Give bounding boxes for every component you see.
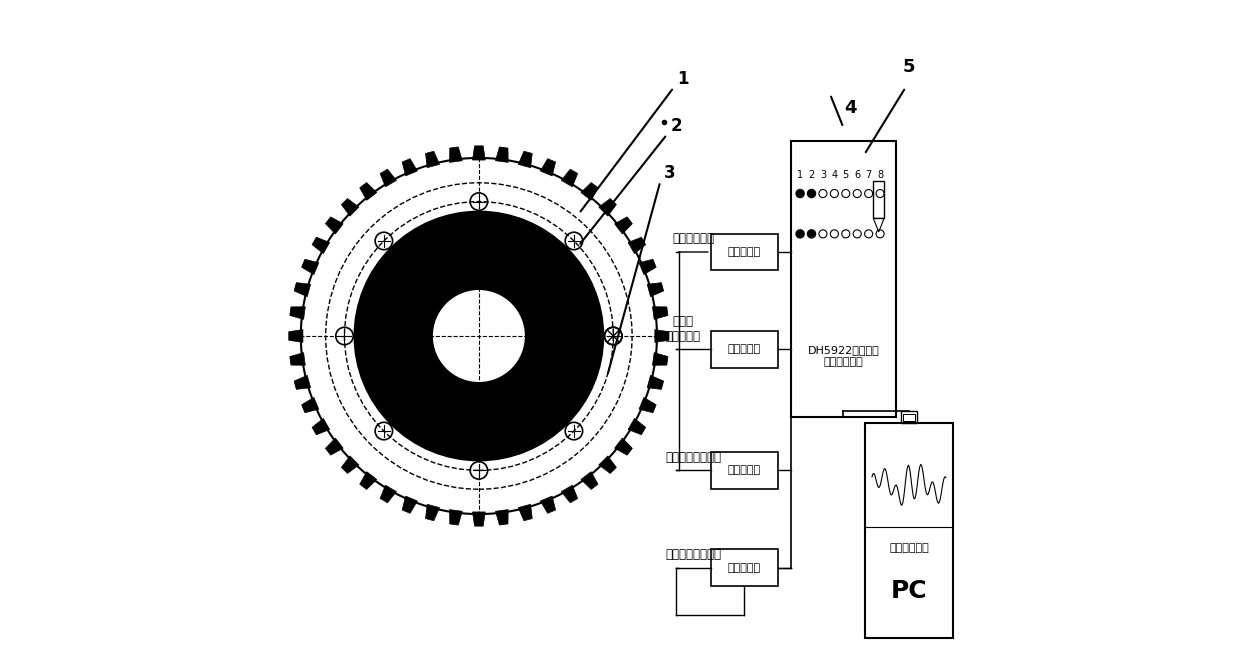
Text: 5: 5	[843, 170, 849, 179]
Bar	[711, 233, 777, 270]
Polygon shape	[599, 456, 616, 474]
Polygon shape	[652, 306, 668, 319]
Circle shape	[807, 190, 816, 198]
Polygon shape	[450, 509, 463, 525]
Polygon shape	[562, 169, 578, 187]
Polygon shape	[562, 485, 578, 503]
Text: DH5922动态信号
测试分析系统: DH5922动态信号 测试分析系统	[807, 345, 879, 367]
Polygon shape	[294, 376, 310, 389]
Polygon shape	[639, 259, 656, 275]
Polygon shape	[381, 485, 397, 503]
Bar	[711, 550, 777, 586]
Polygon shape	[301, 259, 319, 275]
Polygon shape	[290, 306, 305, 319]
Text: 电荷适调器: 电荷适调器	[728, 466, 761, 475]
Polygon shape	[655, 330, 670, 342]
Polygon shape	[360, 472, 377, 489]
Polygon shape	[290, 353, 305, 366]
Polygon shape	[615, 438, 632, 455]
Polygon shape	[580, 183, 598, 200]
Polygon shape	[450, 147, 463, 163]
Text: 3: 3	[820, 170, 826, 179]
Polygon shape	[629, 419, 646, 435]
Text: 电荷适调器: 电荷适调器	[728, 563, 761, 573]
Text: 7: 7	[866, 170, 872, 179]
Text: 分析显示存储: 分析显示存储	[889, 543, 929, 553]
Circle shape	[796, 190, 804, 198]
Text: 力传感器信号: 力传感器信号	[672, 233, 714, 245]
Polygon shape	[425, 151, 439, 168]
Polygon shape	[425, 504, 439, 521]
Text: 加速度传感器信号: 加速度传感器信号	[665, 548, 722, 561]
Text: PC: PC	[890, 579, 928, 603]
Text: 4: 4	[831, 170, 837, 179]
Circle shape	[432, 289, 526, 383]
Bar	[791, 141, 895, 417]
Polygon shape	[518, 504, 532, 521]
Bar	[711, 452, 777, 489]
Polygon shape	[360, 183, 377, 200]
Polygon shape	[294, 283, 310, 296]
Text: 电荷适调器: 电荷适调器	[728, 247, 761, 257]
Bar	[866, 423, 952, 638]
Polygon shape	[652, 353, 668, 366]
Polygon shape	[301, 397, 319, 413]
Text: 加速度
传感器信号: 加速度 传感器信号	[666, 314, 701, 343]
Polygon shape	[541, 159, 556, 176]
Polygon shape	[381, 169, 397, 187]
Polygon shape	[496, 147, 508, 163]
Text: 6: 6	[854, 170, 861, 179]
Polygon shape	[325, 438, 343, 455]
Circle shape	[807, 230, 816, 238]
Text: 2: 2	[671, 117, 682, 135]
Circle shape	[355, 212, 603, 460]
Text: 电荷适调器: 电荷适调器	[728, 345, 761, 354]
Bar	[873, 181, 884, 218]
Polygon shape	[312, 237, 330, 253]
Polygon shape	[341, 198, 358, 216]
Text: 2: 2	[808, 170, 815, 179]
Polygon shape	[541, 496, 556, 513]
Polygon shape	[518, 151, 532, 168]
Polygon shape	[402, 159, 418, 176]
Polygon shape	[580, 472, 598, 489]
Bar	[711, 331, 777, 368]
Polygon shape	[496, 509, 508, 525]
Polygon shape	[472, 146, 485, 160]
Text: 加速度传感器信号: 加速度传感器信号	[665, 451, 722, 464]
Polygon shape	[312, 419, 330, 435]
Polygon shape	[325, 217, 343, 234]
Polygon shape	[629, 237, 646, 253]
Bar	[900, 411, 918, 423]
Polygon shape	[615, 217, 632, 234]
Text: 1: 1	[797, 170, 804, 179]
Bar	[903, 414, 915, 421]
Circle shape	[796, 230, 804, 238]
Polygon shape	[647, 283, 663, 296]
Polygon shape	[647, 376, 663, 389]
Text: 4: 4	[844, 99, 857, 116]
Polygon shape	[402, 496, 418, 513]
Polygon shape	[639, 397, 656, 413]
Polygon shape	[341, 456, 358, 474]
Polygon shape	[472, 512, 485, 526]
Text: 1: 1	[677, 70, 688, 88]
Polygon shape	[289, 330, 303, 342]
Text: 5: 5	[903, 58, 915, 76]
Text: 3: 3	[663, 164, 676, 182]
Polygon shape	[599, 198, 616, 216]
Text: 8: 8	[877, 170, 883, 179]
